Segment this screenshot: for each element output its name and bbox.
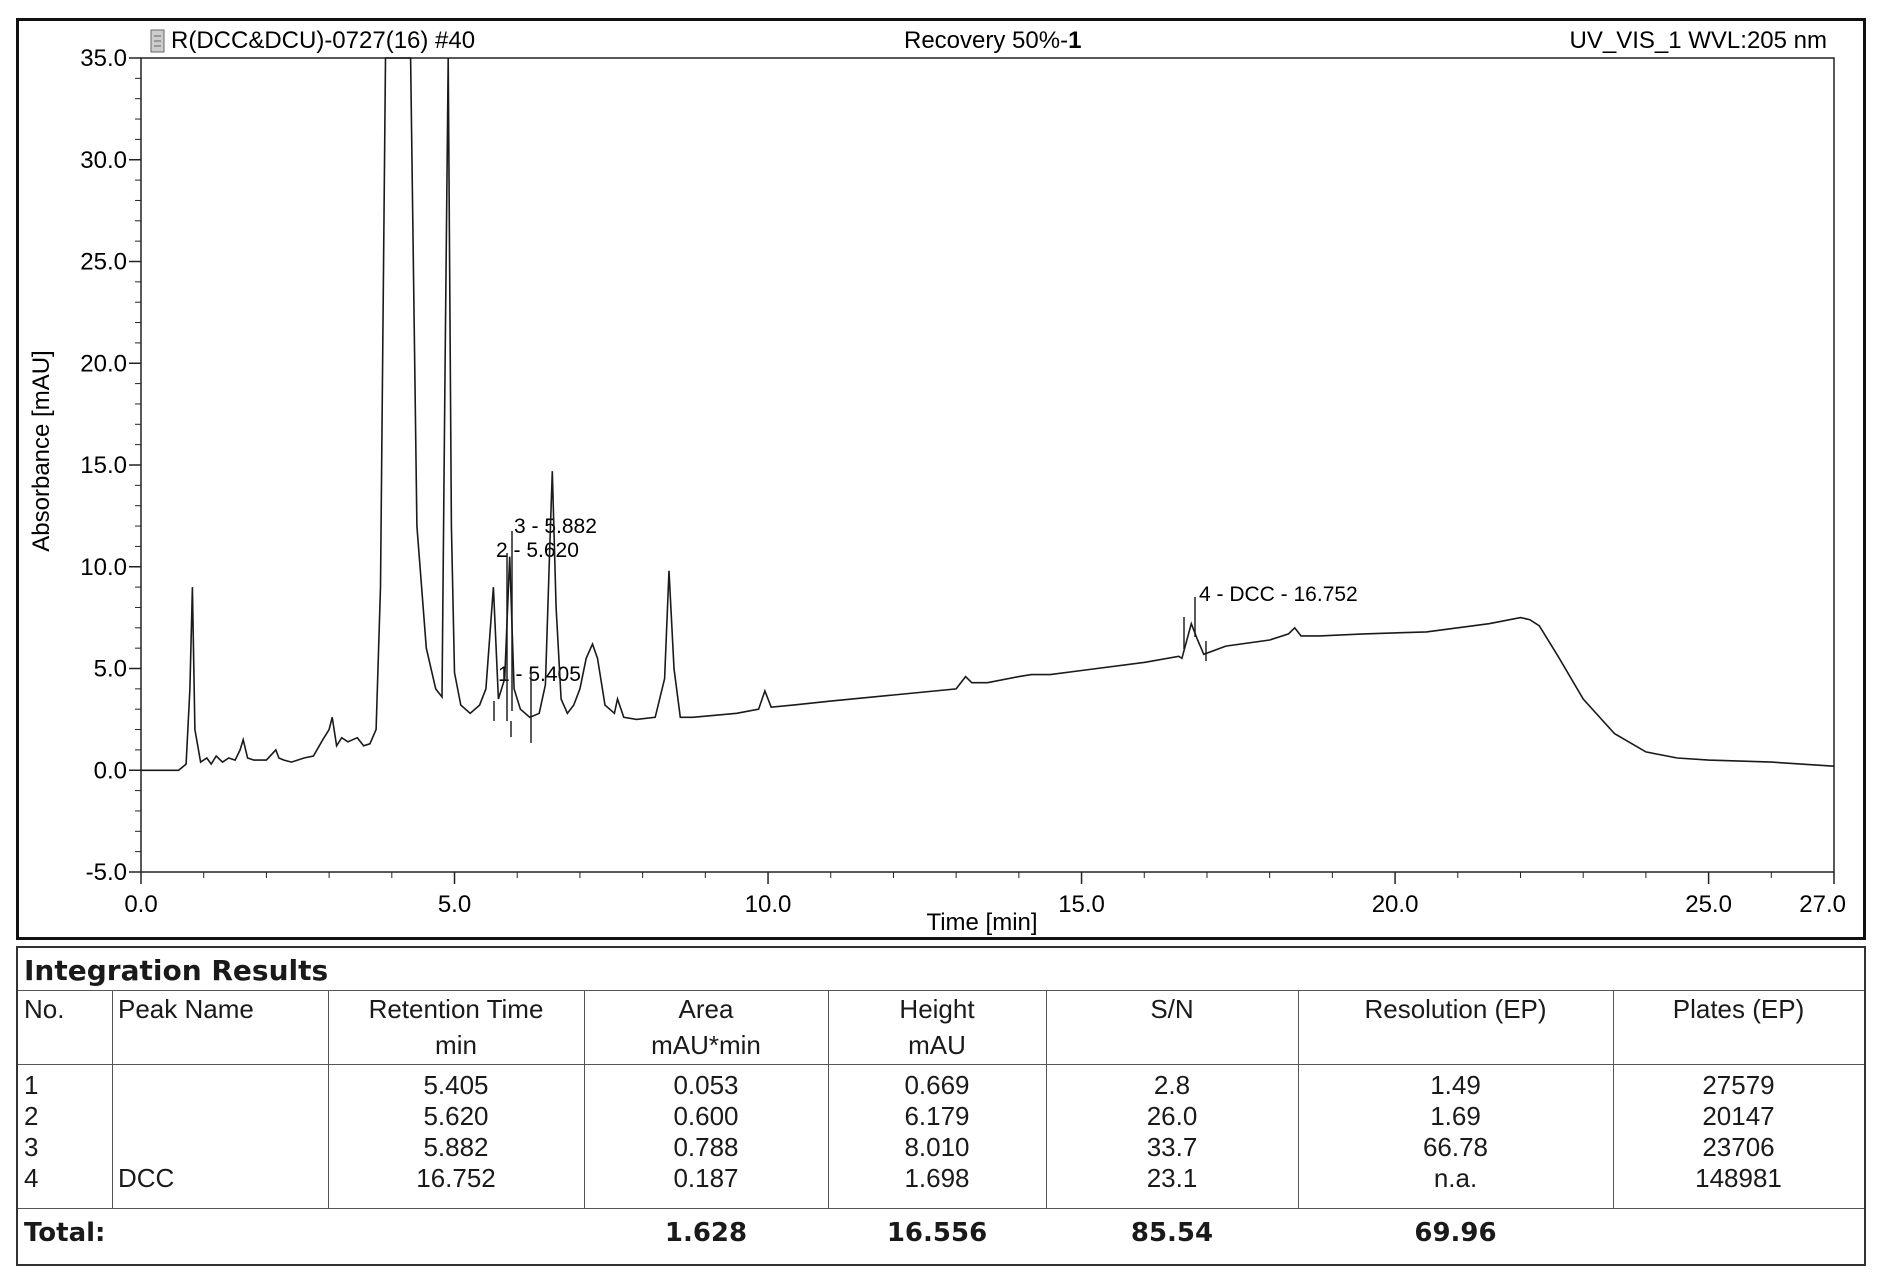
peak-2-label: 2 - 5.620	[496, 539, 579, 562]
table-cell: 0.187	[673, 1163, 739, 1193]
table-cell: 6.179	[904, 1101, 970, 1131]
table-column-divider	[1298, 990, 1299, 1208]
detector-label: UV_VIS_1 WVL:205 nm	[1570, 27, 1827, 54]
table-header-unit: mAU	[908, 1030, 966, 1060]
table-column-divider	[1046, 990, 1047, 1208]
y-axis: 35.0 30.0 25.0 20.0 15.0 10.0 5.0 0.0 -5.0	[80, 45, 141, 886]
table-total-cell: 85.54	[1130, 1218, 1214, 1248]
table-rule	[18, 990, 1864, 991]
y-tick-label: 10.0	[80, 554, 127, 581]
table-cell: DCC	[118, 1163, 175, 1193]
table-cell: 3	[24, 1132, 39, 1162]
table-column-divider	[1613, 990, 1614, 1208]
table-header: No.	[24, 994, 65, 1024]
table-cell: n.a.	[1433, 1163, 1478, 1193]
table-cell: 0.788	[673, 1132, 739, 1162]
x-tick-label: 25.0	[1685, 891, 1732, 918]
table-column-divider	[328, 990, 329, 1208]
x-tick-label: 0.0	[124, 891, 157, 918]
x-axis-label: Time [min]	[926, 909, 1037, 936]
table-cell: 2.8	[1153, 1070, 1191, 1100]
table-total-cell: Total:	[24, 1218, 106, 1248]
run-title: Recovery 50%-1	[904, 27, 1081, 54]
table-cell: 0.669	[904, 1070, 970, 1100]
table-total-cell: 69.96	[1414, 1218, 1497, 1248]
chromatogram-trace	[141, 57, 1835, 772]
x-tick-label: 5.0	[438, 891, 471, 918]
table-cell: 1.69	[1430, 1101, 1481, 1131]
y-tick-label: 20.0	[80, 350, 127, 377]
table-header-unit: min	[435, 1030, 477, 1060]
peak-3-label: 3 - 5.882	[514, 515, 597, 538]
table-cell: 0.600	[673, 1101, 739, 1131]
table-cell: 0.053	[673, 1070, 739, 1100]
table-header: Resolution (EP)	[1364, 994, 1547, 1024]
table-cell: 1.49	[1430, 1070, 1481, 1100]
integration-results-table: Integration Results No. Peak Name Retentio…	[16, 946, 1866, 1266]
x-tick-label: 10.0	[745, 891, 792, 918]
table-cell: 5.620	[423, 1101, 489, 1131]
peak-annotations: 1 - 5.405 2 - 5.620 3 - 5.882 4 - DCC - …	[493, 515, 1358, 743]
table-column-divider	[584, 990, 585, 1208]
table-cell: 1	[24, 1070, 39, 1100]
table-cell: 5.882	[423, 1132, 489, 1162]
table-cell: 23.1	[1146, 1163, 1198, 1193]
chromatogram-panel: R(DCC&DCU)-0727(16) #40 Recovery 50%-1 U…	[16, 18, 1866, 940]
table-total-cell: 1.628	[664, 1218, 748, 1248]
chromatogram-plot: R(DCC&DCU)-0727(16) #40 Recovery 50%-1 U…	[28, 27, 1846, 936]
table-cell: 23706	[1702, 1132, 1775, 1162]
table-cell: 66.78	[1422, 1132, 1489, 1162]
table-cell: 8.010	[904, 1132, 970, 1162]
table-cell: 33.7	[1146, 1132, 1198, 1162]
table-cell: 2	[24, 1101, 39, 1131]
y-tick-label: 35.0	[80, 45, 127, 72]
table-cell: 26.0	[1146, 1101, 1198, 1131]
run-title-suffix: 1	[1068, 27, 1081, 54]
plot-area	[140, 57, 1835, 873]
x-axis: 0.0 5.0 10.0 15.0 20.0 25.0 27.0	[124, 872, 1846, 918]
y-tick-label: 0.0	[94, 757, 127, 784]
table-column-divider	[112, 990, 113, 1208]
y-tick-label: -5.0	[86, 859, 127, 886]
table-header: Height	[899, 994, 975, 1024]
document-icon	[150, 29, 165, 53]
table-header-unit: mAU*min	[651, 1030, 761, 1060]
y-tick-label: 5.0	[94, 656, 127, 683]
table-header: Area	[678, 994, 734, 1024]
run-title-prefix: Recovery 50%-	[904, 27, 1068, 54]
x-tick-label: 27.0	[1799, 891, 1846, 918]
table-header: Retention Time	[368, 994, 544, 1024]
table-header: S/N	[1150, 994, 1194, 1024]
y-tick-label: 15.0	[80, 452, 127, 479]
peak-1-label: 1 - 5.405	[498, 663, 581, 686]
table-rule	[18, 1208, 1864, 1209]
table-title: Integration Results	[24, 954, 329, 987]
sample-name: R(DCC&DCU)-0727(16) #40	[171, 27, 475, 54]
table-cell: 4	[24, 1163, 39, 1193]
table-cell: 20147	[1702, 1101, 1775, 1131]
table-cell: 148981	[1695, 1163, 1782, 1193]
x-tick-label: 20.0	[1372, 891, 1419, 918]
table-total-cell: 16.556	[886, 1218, 988, 1248]
table-cell: 16.752	[416, 1163, 496, 1193]
y-tick-label: 30.0	[80, 147, 127, 174]
x-tick-label: 15.0	[1058, 891, 1105, 918]
y-axis-label: Absorbance [mAU]	[28, 350, 55, 551]
y-tick-label: 25.0	[80, 249, 127, 276]
table-header: Plates (EP)	[1672, 994, 1805, 1024]
table-header: Peak Name	[118, 994, 254, 1024]
table-column-divider	[828, 990, 829, 1208]
table-cell: 27579	[1702, 1070, 1775, 1100]
peak-4-label: 4 - DCC - 16.752	[1199, 583, 1358, 606]
table-rule	[18, 1064, 1864, 1065]
table-cell: 1.698	[904, 1163, 970, 1193]
table-cell: 5.405	[423, 1070, 489, 1100]
